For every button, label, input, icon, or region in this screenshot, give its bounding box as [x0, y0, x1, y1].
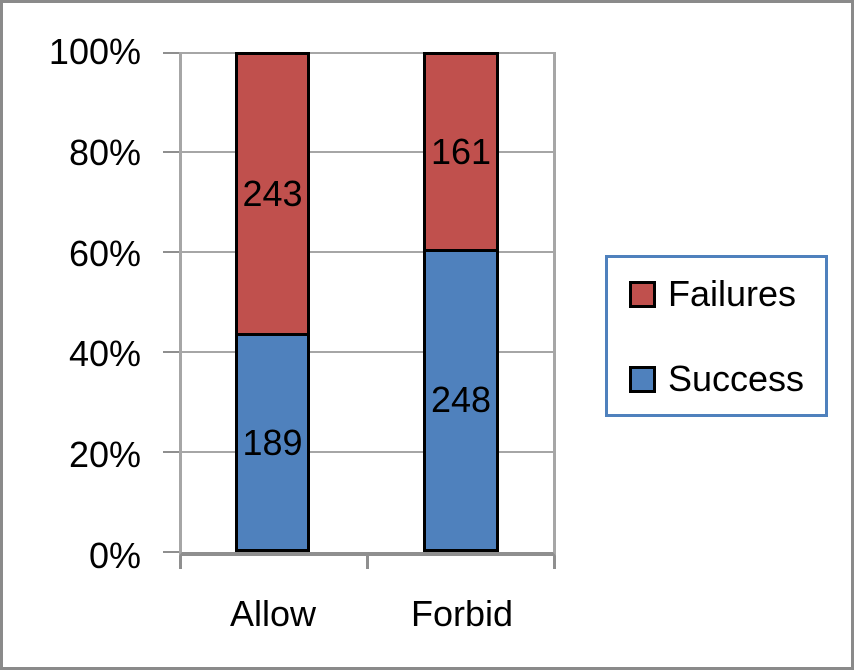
- legend-label-failures: Failures: [668, 273, 797, 314]
- legend-swatch-success-icon: [629, 365, 656, 393]
- y-axis-tick: [163, 551, 179, 553]
- y-tick-label-60: 60%: [68, 233, 141, 274]
- data-label-failures-allow: 243: [242, 173, 303, 215]
- x-axis-tick: [553, 556, 556, 569]
- x-axis-tick: [179, 556, 182, 569]
- segment-failures-forbid: 161: [423, 52, 499, 249]
- legend-swatch-failures-icon: [629, 280, 656, 308]
- y-tick-label-0: 0%: [88, 535, 141, 576]
- legend-item-failures: Failures: [629, 273, 796, 315]
- data-label-success-forbid: 248: [430, 379, 492, 421]
- data-label-success-allow: 189: [242, 421, 303, 463]
- legend-item-success: Success: [629, 358, 804, 400]
- y-tick-label-40: 40%: [68, 333, 141, 374]
- y-axis-tick: [163, 52, 179, 54]
- segment-success-allow: 189: [235, 333, 310, 552]
- legend-label-success: Success: [668, 358, 805, 399]
- gridline-100: [182, 52, 553, 54]
- plot-area: 243 189 161 248: [163, 52, 556, 569]
- y-tick-label-80: 80%: [68, 132, 141, 173]
- y-tick-label-100: 100%: [48, 31, 141, 72]
- gridline-20: [182, 451, 553, 453]
- legend: Failures Success: [605, 255, 828, 417]
- y-axis-tick: [163, 251, 179, 253]
- gridline-80: [182, 151, 553, 153]
- bar-forbid: 161 248: [423, 52, 499, 552]
- gridline-60: [182, 251, 553, 253]
- x-category-label-allow: Allow: [229, 593, 317, 634]
- y-axis-tick: [163, 351, 179, 353]
- segment-success-forbid: 248: [423, 248, 499, 552]
- x-axis-tick: [366, 556, 369, 569]
- y-tick-label-20: 20%: [68, 434, 141, 475]
- segment-failures-allow: 243: [235, 52, 310, 334]
- bar-allow: 243 189: [235, 52, 310, 552]
- x-category-label-forbid: Forbid: [410, 593, 514, 634]
- data-label-failures-forbid: 161: [430, 130, 492, 172]
- y-axis-tick: [163, 451, 179, 453]
- gridline-40: [182, 351, 553, 353]
- y-axis-tick: [163, 151, 179, 153]
